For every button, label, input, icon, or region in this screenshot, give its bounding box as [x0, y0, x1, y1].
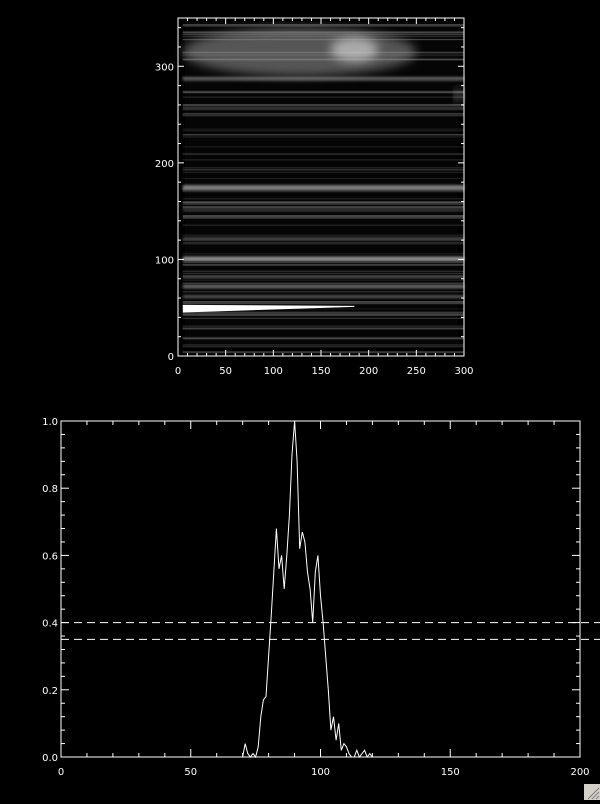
heatmap-y-tick-label: 100	[155, 255, 174, 266]
texture-streak	[183, 113, 464, 115]
line-x-tick-label: 100	[311, 767, 330, 778]
line-x-tick-labels: 0 50 100 150 200	[58, 767, 590, 778]
line-y-tick-label: 1.0	[42, 417, 58, 428]
texture-streak	[183, 134, 464, 135]
texture-streak	[183, 276, 464, 277]
line-y-tick-label: 0.2	[42, 686, 58, 697]
texture-streak	[183, 313, 464, 315]
texture-streak	[183, 351, 464, 352]
heatmap-x-tick-label: 100	[264, 366, 283, 377]
texture-streak	[183, 172, 464, 173]
heatmap-x-tick-label: 0	[175, 366, 181, 377]
heatmap-y-tick-label: 200	[155, 159, 174, 170]
texture-streak	[183, 264, 464, 266]
line-series-group	[61, 421, 580, 757]
texture-streak	[183, 190, 464, 192]
heatmap-streak	[183, 237, 464, 240]
texture-streak	[183, 153, 464, 155]
line-y-tick-label: 0.4	[42, 619, 58, 630]
texture-streak	[183, 244, 464, 245]
heatmap-blob	[331, 37, 379, 61]
heatmap-streak	[183, 285, 464, 289]
texture-streak	[183, 115, 464, 116]
texture-streak	[183, 206, 464, 208]
texture-streak	[183, 318, 464, 319]
texture-streak	[183, 201, 464, 203]
texture-streak	[183, 242, 464, 243]
texture-streak	[183, 275, 464, 276]
texture-streak	[183, 204, 464, 205]
heatmap-panel: 0 50 100 150 200 250 300 0 100 200 300	[155, 18, 474, 377]
texture-streak	[183, 301, 464, 303]
texture-streak	[183, 146, 464, 147]
texture-streak	[183, 325, 464, 326]
resize-grip-icon[interactable]	[584, 784, 600, 800]
texture-streak	[183, 159, 464, 161]
heatmap-y-tick-labels: 0 100 200 300	[155, 62, 174, 363]
texture-streak	[183, 130, 464, 131]
heatmap-x-tick-label: 50	[219, 366, 232, 377]
texture-streak	[183, 97, 464, 98]
texture-streak	[183, 262, 464, 263]
heatmap-y-tick-label: 0	[168, 352, 174, 363]
texture-streak	[183, 178, 464, 179]
texture-streak	[183, 91, 464, 92]
heatmap-x-tick-labels: 0 50 100 150 200 250 300	[175, 366, 474, 377]
texture-streak	[183, 169, 464, 170]
line-x-tick-label: 0	[58, 767, 64, 778]
heatmap-blob	[183, 28, 417, 76]
line-y-tick-labels: 0.0 0.2 0.4 0.6 0.8 1.0	[42, 417, 58, 764]
line-x-tick-label: 50	[184, 767, 197, 778]
threshold-lines	[61, 623, 600, 640]
texture-streak	[183, 253, 464, 255]
texture-streak	[183, 137, 464, 138]
texture-streak	[183, 282, 464, 284]
line-y-tick-label: 0.0	[42, 753, 58, 764]
texture-streak	[183, 291, 464, 292]
texture-streak	[183, 273, 464, 274]
line-series	[61, 421, 580, 757]
heatmap-x-tick-label: 250	[407, 366, 426, 377]
texture-streak	[183, 215, 464, 216]
line-x-tick-label: 150	[441, 767, 460, 778]
heatmap-blob	[454, 90, 464, 100]
texture-streak	[183, 92, 464, 93]
texture-streak	[183, 198, 464, 200]
heatmap-streak	[183, 295, 464, 298]
heatmap-x-tick-label: 150	[311, 366, 330, 377]
heatmap-streak	[183, 185, 464, 190]
line-y-tick-label: 0.8	[42, 484, 58, 495]
heatmap-streak	[183, 209, 464, 211]
line-panel: 0 50 100 150 200 0.0 0.2 0.4 0.6 0.8 1.0	[42, 417, 600, 778]
line-y-tick-label: 0.6	[42, 551, 58, 562]
heatmap-y-tick-label: 300	[155, 62, 174, 73]
texture-streak	[183, 24, 464, 25]
texture-streak	[183, 135, 464, 136]
heatmap-x-tick-label: 300	[454, 366, 473, 377]
line-x-tick-label: 200	[570, 767, 589, 778]
texture-streak	[183, 271, 464, 272]
texture-streak	[183, 104, 464, 105]
texture-streak	[183, 346, 464, 347]
texture-streak	[183, 280, 464, 281]
texture-streak	[183, 234, 464, 236]
texture-streak	[183, 224, 464, 226]
heatmap-x-tick-label: 200	[359, 366, 378, 377]
texture-streak	[183, 337, 464, 338]
texture-streak	[183, 344, 464, 345]
texture-streak	[183, 167, 464, 168]
heatmap-streak	[183, 77, 464, 81]
texture-streak	[183, 303, 464, 305]
heatmap-streak	[183, 257, 464, 262]
texture-streak	[183, 129, 464, 130]
texture-streak	[183, 107, 464, 108]
